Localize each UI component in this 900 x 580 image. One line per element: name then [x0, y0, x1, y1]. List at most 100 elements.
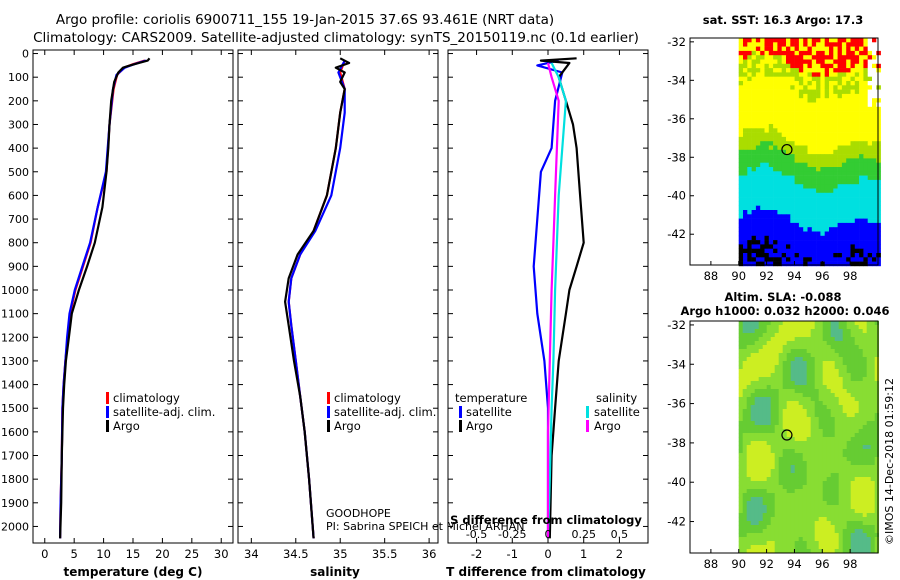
- sst-cell: [876, 162, 881, 168]
- sla-cell: [854, 449, 859, 454]
- sla-cell: [854, 501, 859, 506]
- sla-cell: [738, 549, 743, 554]
- sst-cell: [863, 235, 868, 241]
- sla-cell: [806, 509, 811, 514]
- sla-cell: [854, 537, 859, 542]
- sst-cell: [867, 106, 873, 112]
- sst-cell: [743, 98, 748, 103]
- sla-cell: [798, 493, 803, 498]
- sla-cell: [870, 413, 875, 418]
- sla-cell: [746, 541, 751, 546]
- sst-cell: [816, 205, 821, 211]
- sst-cell: [863, 210, 868, 215]
- sst-cell: [751, 93, 757, 99]
- sst-cell: [872, 59, 877, 65]
- sst-cell: [773, 46, 778, 52]
- sst-cell: [859, 218, 864, 224]
- sst-cell: [876, 205, 881, 211]
- sst-cell: [803, 63, 808, 69]
- map-x-tick-label: 92: [759, 269, 774, 283]
- sst-cell: [859, 38, 864, 43]
- sst-cell: [764, 102, 770, 108]
- sla-cell: [802, 341, 807, 346]
- sst-cell: [751, 171, 757, 176]
- sla-cell: [826, 377, 831, 382]
- sla-cell: [802, 409, 807, 414]
- sst-cell: [841, 119, 847, 125]
- sla-cell: [862, 353, 867, 358]
- sla-cell: [786, 325, 791, 330]
- sst-cell: [803, 253, 808, 258]
- sla-cell: [850, 481, 855, 486]
- sla-cell: [754, 369, 759, 374]
- sla-cell: [738, 413, 743, 418]
- sla-cell: [870, 409, 875, 414]
- sst-cell: [824, 115, 830, 120]
- sla-cell: [770, 465, 775, 470]
- sla-cell: [850, 473, 855, 478]
- sst-cell: [798, 145, 804, 151]
- sla-cell: [850, 517, 855, 522]
- difference-series: [532, 57, 585, 539]
- sst-cell: [820, 85, 825, 90]
- sst-cell: [790, 257, 795, 262]
- sla-cell: [758, 529, 763, 534]
- sst-cell: [768, 106, 774, 112]
- sst-cell: [794, 38, 800, 43]
- sla-cell: [830, 533, 835, 538]
- sst-cell: [790, 184, 795, 189]
- sla-cell: [814, 373, 819, 378]
- depth-tick-label: 1100: [1, 308, 29, 321]
- sla-cell: [782, 365, 787, 370]
- sla-cell: [834, 429, 839, 434]
- sst-cell: [786, 222, 791, 228]
- sla-cell: [846, 449, 851, 454]
- sst-cell: [743, 167, 748, 172]
- sla-cell: [790, 417, 795, 422]
- sla-cell: [766, 333, 771, 338]
- sst-cell: [777, 235, 782, 241]
- sst-cell: [867, 175, 873, 181]
- sla-cell: [874, 545, 879, 550]
- sst-cell: [824, 171, 830, 176]
- sst-cell: [773, 210, 778, 215]
- x-tick-label: -2: [471, 547, 482, 561]
- sst-cell: [764, 248, 770, 254]
- sst-cell: [751, 50, 757, 56]
- sst-cell: [790, 93, 795, 99]
- sla-cell: [810, 345, 815, 350]
- sla-cell: [874, 489, 879, 494]
- sla-cell: [858, 405, 863, 410]
- sst-cell: [867, 50, 873, 56]
- sst-cell: [777, 205, 782, 211]
- sla-cell: [758, 533, 763, 538]
- sla-cell: [814, 377, 819, 382]
- sst-cell: [747, 59, 752, 65]
- sla-cell: [850, 549, 855, 554]
- sst-cell: [773, 197, 778, 202]
- sla-cell: [786, 361, 791, 366]
- sla-cell: [838, 405, 843, 410]
- sst-cell: [859, 197, 864, 202]
- sla-cell: [782, 425, 787, 430]
- sla-cell: [870, 525, 875, 530]
- sst-cell: [773, 76, 778, 82]
- sla-cell: [850, 541, 855, 546]
- sla-cell: [770, 537, 775, 542]
- sst-cell: [751, 179, 757, 185]
- sla-cell: [750, 461, 755, 466]
- sst-cell: [850, 76, 856, 82]
- sla-cell: [858, 417, 863, 422]
- project-label: GOODHOPE: [326, 507, 391, 520]
- sla-cell: [866, 369, 871, 374]
- sst-cell: [837, 154, 843, 159]
- sla-cell: [834, 325, 839, 330]
- sla-cell: [866, 453, 871, 458]
- sst-cell: [781, 63, 787, 69]
- sla-cell: [830, 357, 835, 362]
- sst-cell: [773, 115, 778, 120]
- sst-cell: [859, 63, 864, 69]
- sla-cell: [830, 413, 835, 418]
- sla-cell: [794, 545, 799, 550]
- sst-cell: [807, 50, 813, 56]
